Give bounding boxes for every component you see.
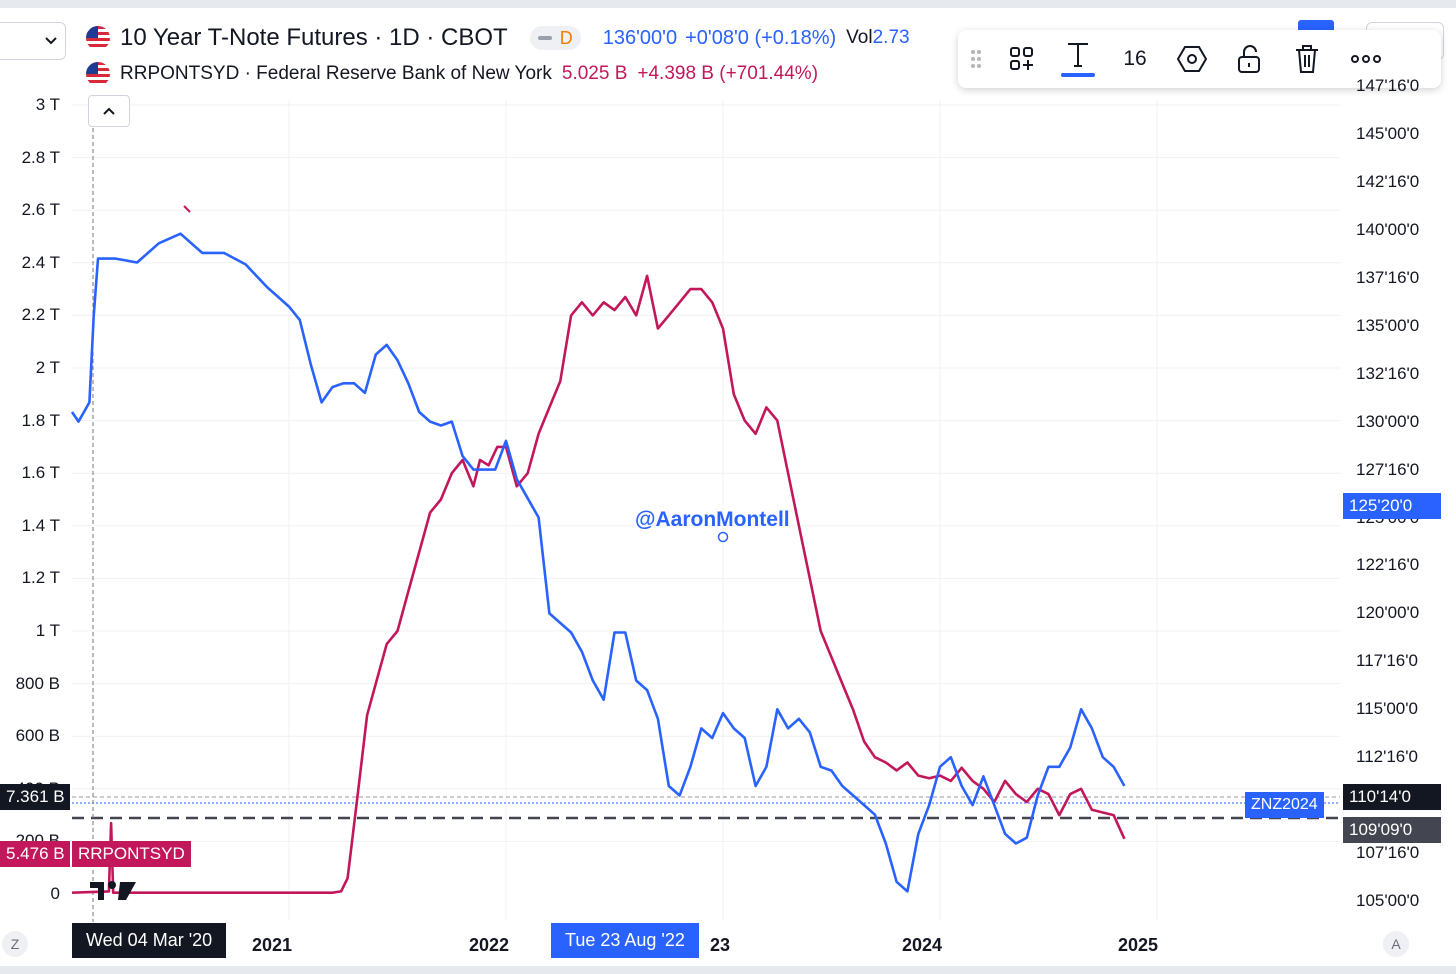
left-dropdown[interactable] [0, 22, 66, 60]
window-bottom-bar [0, 966, 1456, 974]
left-axis-tick: 1.6 T [21, 463, 60, 483]
series-line-znz2024[interactable] [70, 232, 1126, 893]
drag-handle-icon[interactable] [958, 30, 994, 88]
left-axis-tick: 2 T [35, 358, 60, 377]
rrp-change: +4.398 B (+701.44%) [637, 63, 819, 84]
right-axis-tick: 130'00'0 [1356, 411, 1420, 431]
apps-add-icon[interactable] [994, 30, 1050, 88]
right-axis-tick: 115'00'0 [1356, 699, 1418, 719]
window-top-bar [0, 0, 1456, 8]
drawing-toolbar: 16 [958, 30, 1441, 88]
left-axis-tick: 0 [50, 884, 60, 903]
legend-treasury[interactable]: 10 Year T-Note Futures · 1D · CBOT D 136… [86, 24, 910, 52]
left-axis-tick: 2.6 T [21, 200, 60, 220]
treasury-price: 136'00'0 [602, 26, 678, 49]
series-line-rrpontsyd[interactable] [71, 274, 1126, 895]
left-axis-tick: 3 T [35, 95, 60, 114]
left-axis-tick: 2.4 T [21, 252, 60, 272]
right-axis-tick: 132'16'0 [1356, 363, 1420, 383]
interval-badge[interactable]: D [529, 26, 581, 50]
collapse-legend-button[interactable] [88, 95, 130, 127]
vol-value: 2.73 [872, 27, 910, 48]
watermark-text: @AaronMontell [635, 508, 790, 531]
right-axis-tick: 147'16'0 [1356, 76, 1420, 96]
corner-button-left[interactable]: Z [2, 931, 28, 957]
right-grey-price-tag: 109'09'0 [1343, 817, 1441, 843]
x-tick-2023-partial: 23 [710, 935, 731, 955]
right-blue-price-tag: 125'20'0 [1343, 493, 1441, 519]
znz-series-tag: ZNZ2024 [1245, 792, 1324, 818]
hexagon-settings-icon[interactable] [1164, 30, 1220, 88]
right-axis-tick: 112'16'0 [1356, 747, 1418, 767]
chevron-up-icon [103, 107, 115, 115]
vol-label: Vol [846, 27, 873, 48]
left-axis-tick: 1.2 T [21, 568, 60, 588]
right-axis-tick: 127'16'0 [1356, 459, 1420, 479]
legend-rrp[interactable]: RRPONTSYD · Federal Reserve Bank of New … [86, 62, 818, 86]
more-icon[interactable] [1336, 30, 1396, 88]
rrp-marker [183, 205, 191, 213]
text-icon[interactable] [1050, 30, 1106, 88]
left-axis-tick: 600 B [15, 726, 60, 746]
left-axis-tick: 2.2 T [21, 305, 60, 325]
x-tick-2021: 2021 [252, 935, 293, 955]
right-axis-tick: 135'00'0 [1356, 315, 1420, 335]
right-dark-price-tag: 110'14'0 [1343, 784, 1441, 810]
right-axis-tick: 105'00'0 [1356, 891, 1420, 910]
chevron-down-icon [45, 37, 57, 45]
left-dark-price-tag: 7.361 B [0, 784, 70, 810]
crosshair-date-left: Wed 04 Mar '20 [72, 923, 227, 958]
treasury-title: 10 Year T-Note Futures · 1D · CBOT [120, 24, 508, 51]
rrp-value: 5.025 B [561, 63, 628, 84]
x-tick-2022: 2022 [469, 935, 510, 955]
rrp-title: RRPONTSYD · Federal Reserve Bank of New … [120, 63, 552, 84]
toolbar-tab[interactable] [1298, 20, 1334, 32]
treasury-change: +0'08'0 (+0.18%) [685, 26, 837, 49]
right-axis-tick: 120'00'0 [1356, 603, 1420, 623]
right-axis-tick: 140'00'0 [1356, 219, 1420, 239]
right-axis-tick: 137'16'0 [1356, 267, 1420, 287]
left-axis-tick: 1.4 T [21, 515, 60, 535]
left-axis-tick: 1.8 T [21, 410, 60, 430]
text-color-bar [1061, 73, 1095, 77]
crosshair-date-bottom: Tue 23 Aug '22 [551, 923, 699, 958]
tradingview-logo-icon [90, 881, 136, 900]
right-axis-tick: 145'00'0 [1356, 124, 1420, 143]
left-axis-tick: 1 T [35, 621, 60, 640]
right-axis-tick: 117'16'0 [1356, 651, 1418, 671]
left-axis-tick: 800 B [15, 673, 60, 693]
left-axis-tick: 2.8 T [21, 147, 60, 167]
us-flag-icon [86, 26, 110, 50]
left-rrp-price-tag: 5.476 B [0, 841, 70, 867]
dash-icon [537, 36, 552, 40]
text-anchor-handle[interactable] [717, 531, 729, 543]
x-tick-2025: 2025 [1118, 935, 1159, 955]
lock-icon[interactable] [1220, 30, 1278, 88]
x-tick-2024: 2024 [902, 935, 943, 955]
font-size-button[interactable]: 16 [1123, 47, 1147, 70]
right-axis-tick: 122'16'0 [1356, 555, 1420, 575]
rrp-series-tag: RRPONTSYD [72, 841, 191, 867]
corner-button-right[interactable]: A [1383, 931, 1409, 957]
right-axis-tick: 142'16'0 [1356, 171, 1420, 191]
trash-icon[interactable] [1278, 30, 1336, 88]
us-flag-icon [86, 62, 110, 86]
right-axis-tick: 107'16'0 [1356, 843, 1420, 863]
